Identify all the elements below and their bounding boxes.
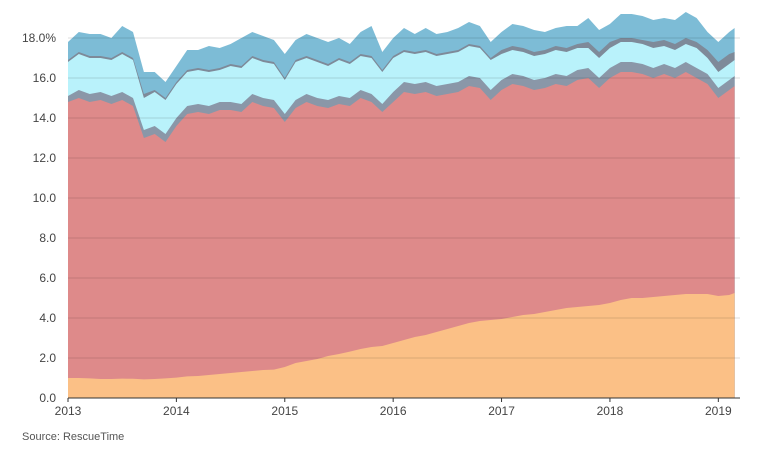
y-tick-label: 14.0	[33, 111, 57, 125]
y-tick-label: 18.0%	[22, 31, 56, 45]
x-tick-label: 2015	[271, 404, 298, 418]
chart-areas	[68, 12, 735, 398]
x-tick-label: 2018	[597, 404, 624, 418]
chart-gridlines	[68, 37, 740, 359]
y-tick-label: 2.0	[39, 351, 56, 365]
y-tick-label: 4.0	[39, 311, 56, 325]
y-axis-ticks: 0.0 2.0 4.0 6.0 8.0 10.0 12.0 14.0 16.0 18.0%	[22, 31, 56, 405]
x-tick-label: 2016	[380, 404, 407, 418]
source-note: Source: RescueTime	[22, 431, 125, 443]
area-base	[68, 293, 735, 398]
y-tick-label: 16.0	[33, 71, 57, 85]
y-tick-label: 8.0	[39, 231, 56, 245]
x-axis-ticks: 2013 2014 2015 2016 2017 2018 2019	[55, 398, 732, 418]
y-tick-label: 0.0	[39, 391, 56, 405]
y-tick-label: 10.0	[33, 191, 57, 205]
y-tick-label: 6.0	[39, 271, 56, 285]
y-tick-label: 12.0	[33, 151, 57, 165]
x-tick-label: 2013	[55, 404, 82, 418]
x-tick-label: 2019	[705, 404, 732, 418]
x-tick-label: 2017	[488, 404, 515, 418]
x-tick-label: 2014	[163, 404, 190, 418]
